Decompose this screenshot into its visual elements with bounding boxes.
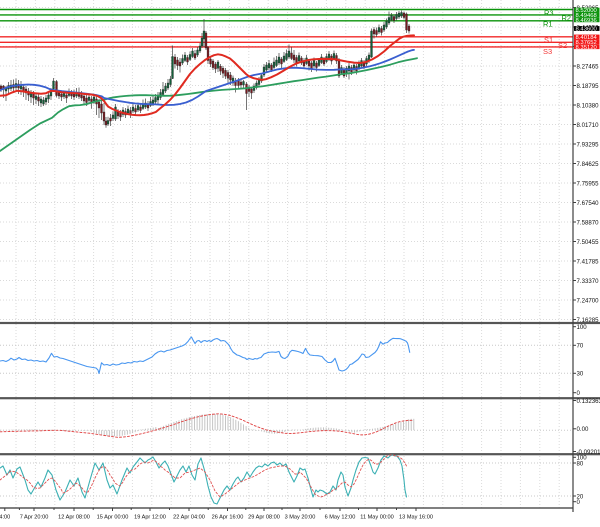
svg-text:11 May 00:00: 11 May 00:00: [360, 515, 393, 521]
svg-text:7.33370: 7.33370: [577, 278, 600, 285]
svg-text:100: 100: [577, 455, 588, 462]
svg-text:8.49468: 8.49468: [576, 13, 598, 19]
svg-text:29 Apr 08:00: 29 Apr 08:00: [248, 515, 280, 521]
svg-text:0.132363: 0.132363: [577, 398, 600, 405]
svg-text:7.67540: 7.67540: [577, 200, 600, 207]
svg-text:0.00: 0.00: [577, 426, 589, 433]
svg-text:22 Apr 04:00: 22 Apr 04:00: [173, 515, 205, 521]
svg-text:8.40184: 8.40184: [576, 35, 598, 41]
svg-text:15 Apr 00:00: 15 Apr 00:00: [97, 515, 129, 521]
svg-text:3 May 20:00: 3 May 20:00: [285, 515, 316, 521]
svg-text:S2: S2: [558, 41, 567, 50]
svg-text:S1: S1: [544, 36, 553, 45]
svg-text:7.84625: 7.84625: [577, 161, 600, 168]
svg-text:13 May 16:00: 13 May 16:00: [399, 515, 433, 521]
svg-text:R2: R2: [562, 14, 572, 23]
svg-text:7.93295: 7.93295: [577, 141, 600, 148]
svg-text:R1: R1: [543, 20, 553, 29]
svg-text:-0.092012: -0.092012: [577, 449, 600, 456]
svg-text:8.27465: 8.27465: [577, 63, 600, 70]
svg-text:8.46936: 8.46936: [576, 18, 598, 24]
svg-text:8.10380: 8.10380: [577, 102, 600, 109]
svg-text:6 May 12:00: 6 May 12:00: [325, 515, 356, 521]
svg-text:8.35120: 8.35120: [576, 45, 598, 51]
svg-text:7.75955: 7.75955: [577, 180, 600, 187]
svg-text:12 Apr 08:00: 12 Apr 08:00: [58, 515, 90, 521]
svg-text:R3: R3: [544, 9, 554, 18]
svg-text:7.41785: 7.41785: [577, 258, 600, 265]
svg-text:0: 0: [577, 390, 581, 397]
svg-text:26 Apr 16:00: 26 Apr 16:00: [212, 515, 244, 521]
svg-text:8.52000: 8.52000: [576, 8, 598, 14]
svg-text:8.43600: 8.43600: [576, 27, 598, 33]
svg-text:S3: S3: [543, 47, 552, 56]
svg-text:70: 70: [577, 343, 584, 350]
svg-text:7.24700: 7.24700: [577, 297, 600, 304]
svg-text:4:00: 4:00: [0, 515, 10, 521]
svg-text:8.18795: 8.18795: [577, 83, 600, 90]
svg-text:100: 100: [577, 324, 588, 331]
svg-text:8.01710: 8.01710: [577, 122, 600, 129]
svg-text:7.50455: 7.50455: [577, 239, 600, 246]
svg-text:19 Apr 12:00: 19 Apr 12:00: [134, 515, 166, 521]
svg-text:20: 20: [577, 493, 584, 500]
svg-text:30: 30: [577, 371, 584, 378]
svg-text:80: 80: [577, 460, 584, 467]
svg-text:7.16285: 7.16285: [577, 317, 600, 324]
svg-text:8.37652: 8.37652: [576, 40, 597, 46]
svg-text:7 Apr 20:00: 7 Apr 20:00: [20, 515, 49, 521]
svg-text:7.58870: 7.58870: [577, 219, 600, 226]
svg-text:0: 0: [577, 499, 581, 506]
